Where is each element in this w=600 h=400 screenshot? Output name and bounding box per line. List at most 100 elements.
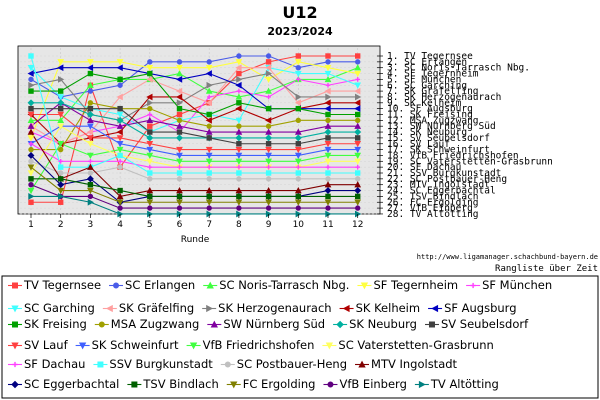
legend-marker: [418, 380, 426, 389]
data-point: [236, 164, 242, 170]
legend-label: SF Augsburg: [444, 301, 516, 315]
data-point: [206, 123, 212, 129]
data-point: [27, 65, 35, 72]
data-point: [28, 53, 34, 59]
data-point: [294, 99, 302, 107]
data-point: [236, 141, 242, 147]
url-text: http://www.ligamanager.schachbund-bayern…: [417, 253, 598, 261]
series-line: [30, 55, 358, 174]
legend-marker: [336, 320, 344, 329]
legend-marker: [431, 304, 439, 313]
legend-marker: [11, 321, 18, 328]
data-point: [58, 176, 64, 182]
data-point: [325, 176, 331, 182]
data-point: [265, 134, 273, 142]
data-point: [146, 199, 154, 206]
data-point: [236, 170, 242, 176]
data-point: [146, 158, 154, 165]
data-point: [354, 64, 362, 71]
data-point: [205, 70, 212, 77]
data-point: [87, 116, 94, 124]
legend-label: SK Neuburg: [349, 317, 417, 331]
data-point: [324, 87, 331, 95]
legend-marker: [325, 342, 334, 350]
data-point: [87, 141, 94, 148]
data-point: [27, 164, 35, 171]
data-point: [87, 198, 94, 206]
x-tick-label: 12: [352, 220, 363, 230]
legend-label: TSV Bindlach: [142, 377, 218, 391]
data-point: [235, 93, 243, 100]
series-line: [30, 184, 358, 209]
series-line: [30, 102, 358, 133]
series-line: [31, 72, 358, 116]
data-point: [266, 94, 271, 100]
rank-label: 4. SF Tegernheim: [387, 69, 479, 80]
legend-label: MTV Ingolstadt: [371, 357, 458, 371]
data-point: [176, 59, 183, 65]
data-point: [295, 64, 301, 71]
data-point: [354, 135, 361, 141]
legend-marker: [230, 381, 238, 389]
data-point: [354, 111, 361, 118]
rank-label: 28. TV Altötting: [387, 209, 479, 220]
data-point: [355, 164, 360, 170]
data-point: [265, 76, 272, 83]
data-point: [265, 205, 272, 211]
data-point: [265, 170, 272, 176]
data-point: [325, 93, 332, 101]
data-point: [205, 128, 213, 135]
rank-label: 26. FC Ergolding: [387, 197, 479, 208]
data-point: [147, 112, 153, 117]
legend-box: [1, 275, 599, 399]
data-point: [205, 187, 213, 194]
data-point: [27, 70, 34, 77]
x-tick-label: 7: [206, 220, 212, 230]
data-point: [236, 176, 242, 182]
rank-label: 14. SK Neuburg: [387, 127, 467, 138]
legend-label: SK Schweinfurt: [92, 338, 179, 352]
data-point: [28, 105, 34, 112]
data-point: [116, 146, 124, 154]
data-point: [58, 146, 64, 153]
legend-label: SK Herzogenaurach: [218, 301, 331, 315]
data-point: [176, 117, 183, 124]
legend-marker: [113, 282, 120, 289]
data-point: [28, 181, 34, 188]
rank-label: 12. MSA Zugzwang: [387, 115, 479, 126]
data-point: [86, 64, 94, 72]
data-point: [116, 122, 124, 129]
data-point: [205, 99, 212, 107]
data-point: [205, 199, 213, 206]
rank-label: 27. VfB Einberg: [387, 203, 473, 214]
series-line: [31, 102, 358, 139]
data-point: [295, 105, 301, 112]
data-point: [87, 187, 94, 195]
data-point: [325, 117, 331, 124]
data-point: [28, 193, 35, 200]
data-point: [117, 159, 123, 164]
legend-marker: [11, 282, 18, 289]
data-point: [147, 170, 153, 176]
legend-marker: [470, 282, 476, 289]
data-point: [354, 53, 361, 59]
data-point: [28, 158, 34, 164]
data-point: [176, 205, 183, 211]
data-point: [325, 111, 331, 118]
data-point: [146, 146, 154, 154]
data-point: [147, 176, 153, 182]
data-point: [87, 100, 94, 106]
data-point: [294, 128, 302, 135]
data-point: [235, 105, 242, 113]
rank-label: 19. SC Vaterstetten-Grasbrunn: [387, 156, 553, 167]
data-point: [206, 135, 212, 141]
x-tick-label: 3: [88, 220, 94, 230]
data-point: [87, 181, 94, 188]
data-point: [205, 116, 212, 124]
data-point: [206, 176, 212, 182]
data-point: [324, 75, 332, 83]
data-point: [265, 87, 272, 94]
x-tick-label: 8: [236, 220, 242, 230]
data-point: [147, 59, 153, 65]
